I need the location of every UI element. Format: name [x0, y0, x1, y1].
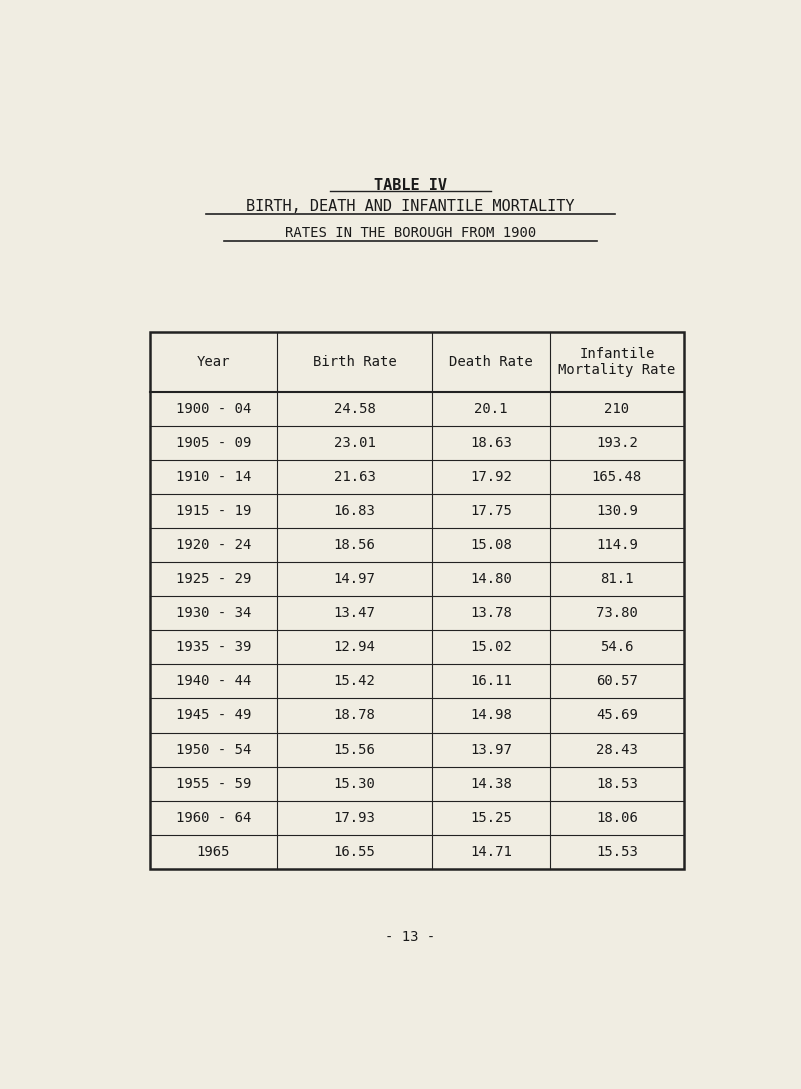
Text: - 13 -: - 13 - [385, 930, 436, 944]
Text: 1900 - 04: 1900 - 04 [175, 402, 251, 416]
Text: 165.48: 165.48 [592, 470, 642, 485]
Text: 210: 210 [605, 402, 630, 416]
Text: BIRTH, DEATH AND INFANTILE MORTALITY: BIRTH, DEATH AND INFANTILE MORTALITY [246, 198, 575, 213]
Text: 21.63: 21.63 [334, 470, 376, 485]
Text: 28.43: 28.43 [596, 743, 638, 757]
Text: 1950 - 54: 1950 - 54 [175, 743, 251, 757]
Text: 14.97: 14.97 [334, 573, 376, 586]
Text: RATES IN THE BOROUGH FROM 1900: RATES IN THE BOROUGH FROM 1900 [285, 227, 536, 240]
Text: 15.42: 15.42 [334, 674, 376, 688]
Text: 18.53: 18.53 [596, 776, 638, 791]
Text: 45.69: 45.69 [596, 709, 638, 722]
Text: 13.78: 13.78 [470, 607, 512, 621]
Text: 14.38: 14.38 [470, 776, 512, 791]
Text: 1940 - 44: 1940 - 44 [175, 674, 251, 688]
Text: 15.08: 15.08 [470, 538, 512, 552]
Text: TABLE IV: TABLE IV [374, 178, 447, 193]
Text: 17.92: 17.92 [470, 470, 512, 485]
Text: 17.75: 17.75 [470, 504, 512, 518]
Text: 15.30: 15.30 [334, 776, 376, 791]
Text: 23.01: 23.01 [334, 437, 376, 451]
Text: 14.71: 14.71 [470, 845, 512, 858]
Text: 18.63: 18.63 [470, 437, 512, 451]
Text: 73.80: 73.80 [596, 607, 638, 621]
Text: 1915 - 19: 1915 - 19 [175, 504, 251, 518]
Text: 1905 - 09: 1905 - 09 [175, 437, 251, 451]
Text: 16.55: 16.55 [334, 845, 376, 858]
Text: 18.56: 18.56 [334, 538, 376, 552]
Text: 60.57: 60.57 [596, 674, 638, 688]
Text: Year: Year [197, 355, 230, 369]
Text: 14.98: 14.98 [470, 709, 512, 722]
Text: 1920 - 24: 1920 - 24 [175, 538, 251, 552]
Text: Infantile
Mortality Rate: Infantile Mortality Rate [558, 347, 675, 377]
Text: 18.06: 18.06 [596, 810, 638, 824]
Text: 1910 - 14: 1910 - 14 [175, 470, 251, 485]
Text: 20.1: 20.1 [474, 402, 508, 416]
Text: 17.93: 17.93 [334, 810, 376, 824]
Text: 13.97: 13.97 [470, 743, 512, 757]
Text: 15.53: 15.53 [596, 845, 638, 858]
Text: 15.56: 15.56 [334, 743, 376, 757]
Text: 54.6: 54.6 [600, 640, 634, 654]
Text: 1925 - 29: 1925 - 29 [175, 573, 251, 586]
Text: 81.1: 81.1 [600, 573, 634, 586]
Text: 18.78: 18.78 [334, 709, 376, 722]
Text: 193.2: 193.2 [596, 437, 638, 451]
Text: 114.9: 114.9 [596, 538, 638, 552]
Text: 16.11: 16.11 [470, 674, 512, 688]
Text: 12.94: 12.94 [334, 640, 376, 654]
Text: 24.58: 24.58 [334, 402, 376, 416]
Text: Birth Rate: Birth Rate [312, 355, 396, 369]
Text: 130.9: 130.9 [596, 504, 638, 518]
Text: 13.47: 13.47 [334, 607, 376, 621]
Text: 1935 - 39: 1935 - 39 [175, 640, 251, 654]
Text: 16.83: 16.83 [334, 504, 376, 518]
Text: 1955 - 59: 1955 - 59 [175, 776, 251, 791]
Text: 14.80: 14.80 [470, 573, 512, 586]
Text: Death Rate: Death Rate [449, 355, 533, 369]
Text: 1930 - 34: 1930 - 34 [175, 607, 251, 621]
Text: 1965: 1965 [197, 845, 230, 858]
Text: 15.25: 15.25 [470, 810, 512, 824]
Text: 15.02: 15.02 [470, 640, 512, 654]
Text: 1960 - 64: 1960 - 64 [175, 810, 251, 824]
Text: 1945 - 49: 1945 - 49 [175, 709, 251, 722]
